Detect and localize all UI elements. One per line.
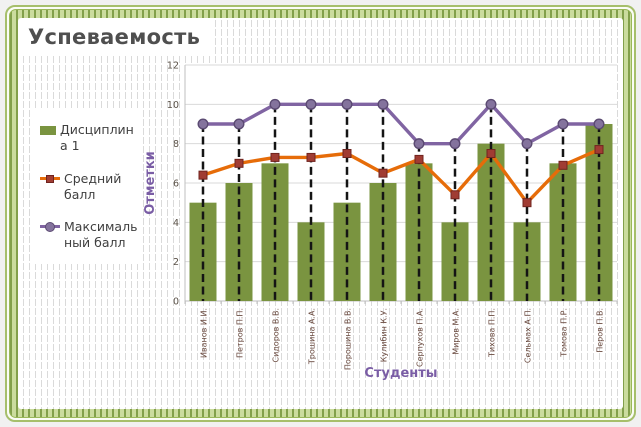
chart-canvas: Успеваемость Дисциплина 1 Средний балл	[18, 18, 623, 409]
circle-marker	[557, 118, 569, 130]
circle-marker	[305, 98, 317, 110]
x-tick-label: Миров М.А.	[452, 308, 461, 355]
x-tick-label: Петров П.П.	[236, 308, 245, 358]
square-marker	[522, 198, 532, 208]
line-series	[201, 102, 601, 146]
line-circle-swatch-icon	[40, 220, 60, 233]
legend-item-discipline: Дисциплина 1	[40, 122, 142, 155]
x-tick-label: Томова П.Р.	[560, 308, 569, 358]
square-marker	[450, 190, 460, 200]
circle-marker	[449, 138, 461, 150]
x-tick-label: Тихова П.П.	[488, 308, 497, 358]
square-marker	[234, 158, 244, 168]
square-marker	[378, 168, 388, 178]
decorative-border-band: Успеваемость Дисциплина 1 Средний балл	[9, 9, 632, 418]
x-tick-label: Сельмах А.П.	[524, 308, 533, 363]
y-tick-label: 4	[173, 218, 179, 229]
x-tick-label: Сидоров В.В.	[272, 308, 281, 363]
circle-marker	[593, 118, 605, 130]
circle-marker-icon	[45, 222, 55, 232]
legend-label: Максимальный балл	[64, 219, 138, 251]
outer-frame: Успеваемость Дисциплина 1 Средний балл	[5, 5, 636, 422]
square-marker-icon	[46, 174, 54, 183]
x-tick-label: Порошина В.В.	[344, 308, 353, 370]
circle-marker	[413, 138, 425, 150]
circle-marker	[377, 98, 389, 110]
y-tick-label: 6	[173, 179, 179, 190]
y-axis-title: Отметки	[143, 151, 158, 215]
square-marker	[558, 160, 568, 170]
x-tick-label: Перов П.В.	[596, 308, 605, 353]
chart-title: Успеваемость	[20, 20, 215, 55]
y-tick-label: 2	[173, 257, 179, 268]
line-square-swatch-icon	[40, 172, 60, 185]
x-tick-label: Кулибин К.У.	[380, 308, 389, 362]
y-tick-label: 0	[173, 297, 179, 308]
y-tick-label: 10	[167, 100, 179, 111]
x-tick-label: Иванов И.И.	[200, 308, 209, 358]
legend-item-maximum: Максимальный балл	[40, 219, 142, 252]
circle-marker	[485, 98, 497, 110]
square-marker	[306, 152, 316, 162]
x-tick-label: Серпухов П.А.	[416, 308, 425, 367]
x-axis-title: Студенты	[364, 366, 437, 381]
y-tick-label: 12	[167, 61, 179, 72]
square-marker	[342, 149, 352, 158]
chart-svg: 0 2 4 6 8 10 12 Иванов И.И. Петров П.П. Сидоров В…	[143, 61, 618, 381]
circle-marker	[269, 98, 281, 110]
legend-item-average: Средний балл	[40, 171, 142, 204]
square-marker	[414, 154, 424, 164]
bar-swatch-icon	[40, 126, 56, 135]
line-series	[201, 147, 601, 205]
square-marker	[486, 149, 496, 158]
square-marker	[594, 145, 604, 155]
x-tick-label: Трошина А.А.	[308, 308, 317, 365]
legend-label: Средний балл	[64, 170, 122, 202]
square-marker	[270, 152, 280, 162]
circle-marker	[233, 118, 245, 130]
legend-label: Дисциплина 1	[60, 122, 134, 154]
circle-marker	[521, 138, 533, 150]
square-marker	[198, 170, 208, 180]
y-tick-label: 8	[173, 139, 179, 150]
circle-marker	[197, 118, 209, 130]
legend: Дисциплина 1 Средний балл	[35, 110, 142, 264]
circle-marker	[341, 98, 353, 110]
